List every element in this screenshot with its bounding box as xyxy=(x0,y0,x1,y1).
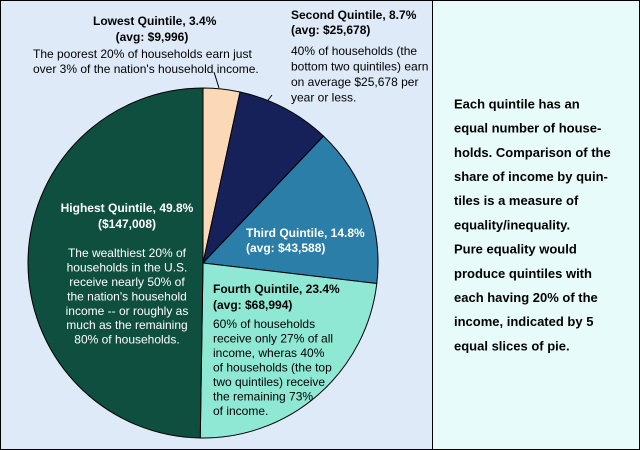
slice-label: Fourth Quintile, 23.4% xyxy=(213,282,340,296)
slice-average: (avg: $25,678) xyxy=(291,23,370,37)
sidebar-line: income, indicated by 5 xyxy=(454,314,593,329)
slice-description: households in the U.S. xyxy=(67,261,188,275)
sidebar-panel xyxy=(432,0,640,450)
slice-average: (avg: $68,994) xyxy=(213,298,292,312)
slice-description: much as the remaining xyxy=(66,318,187,332)
slice-description: bottom two quintiles) earn xyxy=(291,60,428,74)
slice-description: on average $25,678 per xyxy=(291,75,418,89)
pie xyxy=(27,87,379,439)
slice-description: year or less. xyxy=(291,91,356,105)
slice-description: The wealthiest 20% of xyxy=(68,246,187,260)
sidebar-line: holds. Comparison of the xyxy=(454,145,611,160)
slice-description: income -- or roughly as xyxy=(66,304,189,318)
slice-description: the remaining 73% xyxy=(213,390,313,404)
sidebar-line: Each quintile has an xyxy=(454,96,580,111)
slice-description: 60% of households xyxy=(213,317,315,331)
sidebar-line: produce quintiles with xyxy=(454,266,592,281)
sidebar-line: Pure equality would xyxy=(454,242,577,257)
slice-description: the nation's household xyxy=(67,289,187,303)
slice-average: (avg: $9,996) xyxy=(116,30,189,44)
labels: Lowest Quintile, 3.4% (avg: $9,996) The po… xyxy=(33,8,428,418)
slice-label: Second Quintile, 8.7% xyxy=(291,8,417,22)
sidebar-line: share of income by quin- xyxy=(454,169,608,184)
slice-description: over 3% of the nation's household income… xyxy=(33,62,259,76)
slice-description: The poorest 20% of households earn just xyxy=(33,47,252,61)
pie-slice xyxy=(202,91,325,265)
sidebar-line: equality/inequality. xyxy=(454,217,570,232)
slice-average: (avg: $43,588) xyxy=(246,241,325,255)
pie-slice xyxy=(201,135,379,285)
sidebar-text: Each quintile has an equal number of hous… xyxy=(454,96,611,353)
slice-description: receive only 27% of all xyxy=(213,332,333,346)
slice-description: two quintiles) receive xyxy=(213,375,325,389)
sidebar-line: equal slices of pie. xyxy=(454,338,570,353)
slice-description: 40% of households (the xyxy=(291,44,417,58)
slice-description: of households (the top xyxy=(213,361,332,375)
leader-line xyxy=(213,71,220,89)
slice-label: Third Quintile, 14.8% xyxy=(246,226,365,240)
slice-description: income, wheras 40% xyxy=(213,346,325,360)
slice-average: ($147,008) xyxy=(98,217,156,231)
pie-slice xyxy=(199,262,378,439)
slice-description: receive nearly 50% of xyxy=(69,275,185,289)
sidebar-line: tiles is a measure of xyxy=(454,193,579,208)
pie-slice xyxy=(27,87,204,439)
slice-description: of income. xyxy=(213,404,268,418)
sidebar-line: each having 20% of the xyxy=(454,290,598,305)
sidebar-line: equal number of house- xyxy=(454,121,601,136)
slice-label: Lowest Quintile, 3.4% xyxy=(93,14,217,28)
slice-label: Highest Quintile, 49.8% xyxy=(61,201,194,215)
slice-description: 80% of households. xyxy=(74,333,179,347)
